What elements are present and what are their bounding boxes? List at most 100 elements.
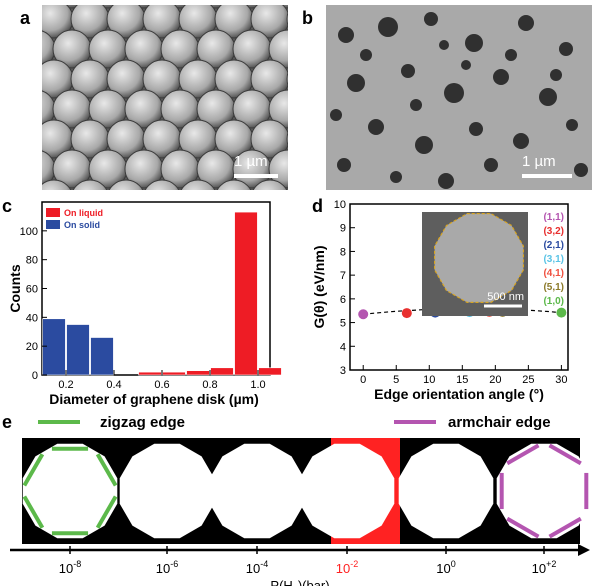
graphene-disk [550,69,562,81]
x-axis-title: Edge orientation angle (°) [374,386,544,402]
panel-label-c: c [2,196,13,216]
x-tick-label: 0 [360,374,366,386]
legend-swatch [46,220,60,229]
graphene-disk [513,133,529,149]
data-point [358,309,369,320]
graphene-disk [401,64,415,78]
legend-label: (5,1) [543,282,564,293]
y-tick-label: 80 [26,255,38,267]
panel-label-a: a [20,8,31,28]
armchair-legend-label: armchair edge [448,414,551,431]
sphere [180,179,216,190]
graphene-shape [398,443,494,539]
sphere [250,5,288,39]
edge-segment [548,443,582,466]
graphene-disk [484,158,498,172]
graphene-disk [439,40,449,50]
graphene-disk [574,163,588,177]
scale-label-b: 1 µm [522,153,556,170]
graphene-disk [338,27,354,43]
sphere [286,131,288,147]
y-tick-label: 60 [26,284,38,296]
sphere [268,149,288,189]
graphene-disk [415,136,433,154]
bar [90,337,114,376]
legend-swatch [46,208,60,217]
zigzag-legend-label: zigzag edge [100,414,185,431]
pressure-tick-label: 10+2 [532,559,557,576]
x-tick-label: 0.8 [202,379,217,391]
edge-segment [506,443,540,466]
legend-label: On liquid [64,208,103,218]
legend-label: On solid [64,220,100,230]
edge-segment [95,453,118,487]
x-tick-label: 0.4 [106,379,121,391]
y-tick-label: 5 [340,318,346,330]
legend-label: (2,1) [543,240,564,251]
sphere [144,179,180,190]
y-tick-label: 20 [26,341,38,353]
edge-segment [95,495,118,529]
y-tick-label: 10 [334,199,346,211]
sphere [252,179,288,190]
graphene-shape [299,443,395,539]
pressure-tick-label: 10-8 [59,559,81,576]
edge-segment [22,495,45,529]
graphene-disk [566,119,578,131]
inset-scale-label: 500 nm [487,291,524,303]
graphene-shape [22,443,118,539]
legend-label: (1,1) [543,212,564,223]
y-axis-title: Counts [7,264,23,312]
graphene-disk [330,109,342,121]
y-tick-label: 100 [20,226,38,238]
legend-label: (4,1) [543,268,564,279]
graphene-disk [337,158,351,172]
scale-bar-a [234,174,278,178]
graphene-disk [518,15,534,31]
bar [210,367,234,376]
sem-a-spheres [42,5,288,190]
graphene-disk [438,173,454,189]
x-tick-label: 10 [423,374,435,386]
plot-frame [349,203,569,371]
panel-e: zigzag edge armchair edge 10-8 10-6 10-4 10-2… [10,414,592,586]
sem-image-a: 1 µm [42,5,288,190]
scale-label-a: 1 µm [234,153,268,170]
graphene-disk [461,60,471,70]
graphene-disk [465,34,483,52]
bar [66,324,90,376]
bar [138,371,162,376]
sphere [72,179,108,190]
graphene-disk [360,49,372,61]
bar [234,211,258,376]
graphene-disk [493,69,509,85]
x-tick-label: 1.0 [250,379,265,391]
sphere [286,11,288,27]
edge-segment [506,516,540,539]
sphere [108,179,144,190]
y-tick-label: 8 [340,246,346,258]
inset-disk [434,213,524,304]
data-point [556,307,567,318]
graphene-disk [559,42,573,56]
x-tick-label: 0.6 [154,379,169,391]
sem-image-b: 1 µm [326,5,592,190]
pressure-axis-arrow [578,544,590,556]
edge-segment [548,516,582,539]
x-tick-label: 25 [522,374,534,386]
x-axis-title: Diameter of graphene disk (µm) [49,391,259,407]
legend-label: (3,1) [543,254,564,265]
panel-label-d: d [312,196,323,216]
pressure-tick-label: 10-6 [156,559,178,576]
graphene-disk [378,17,398,37]
scale-bar-b [522,174,572,178]
graphene-disk [390,171,402,183]
y-tick-label: 4 [340,341,346,353]
graphene-disk [469,122,483,136]
graphene-disk [444,83,464,103]
bar [162,371,186,376]
panel-label-e: e [2,412,13,432]
y-tick-label: 40 [26,312,38,324]
graphene-disk [539,88,557,106]
